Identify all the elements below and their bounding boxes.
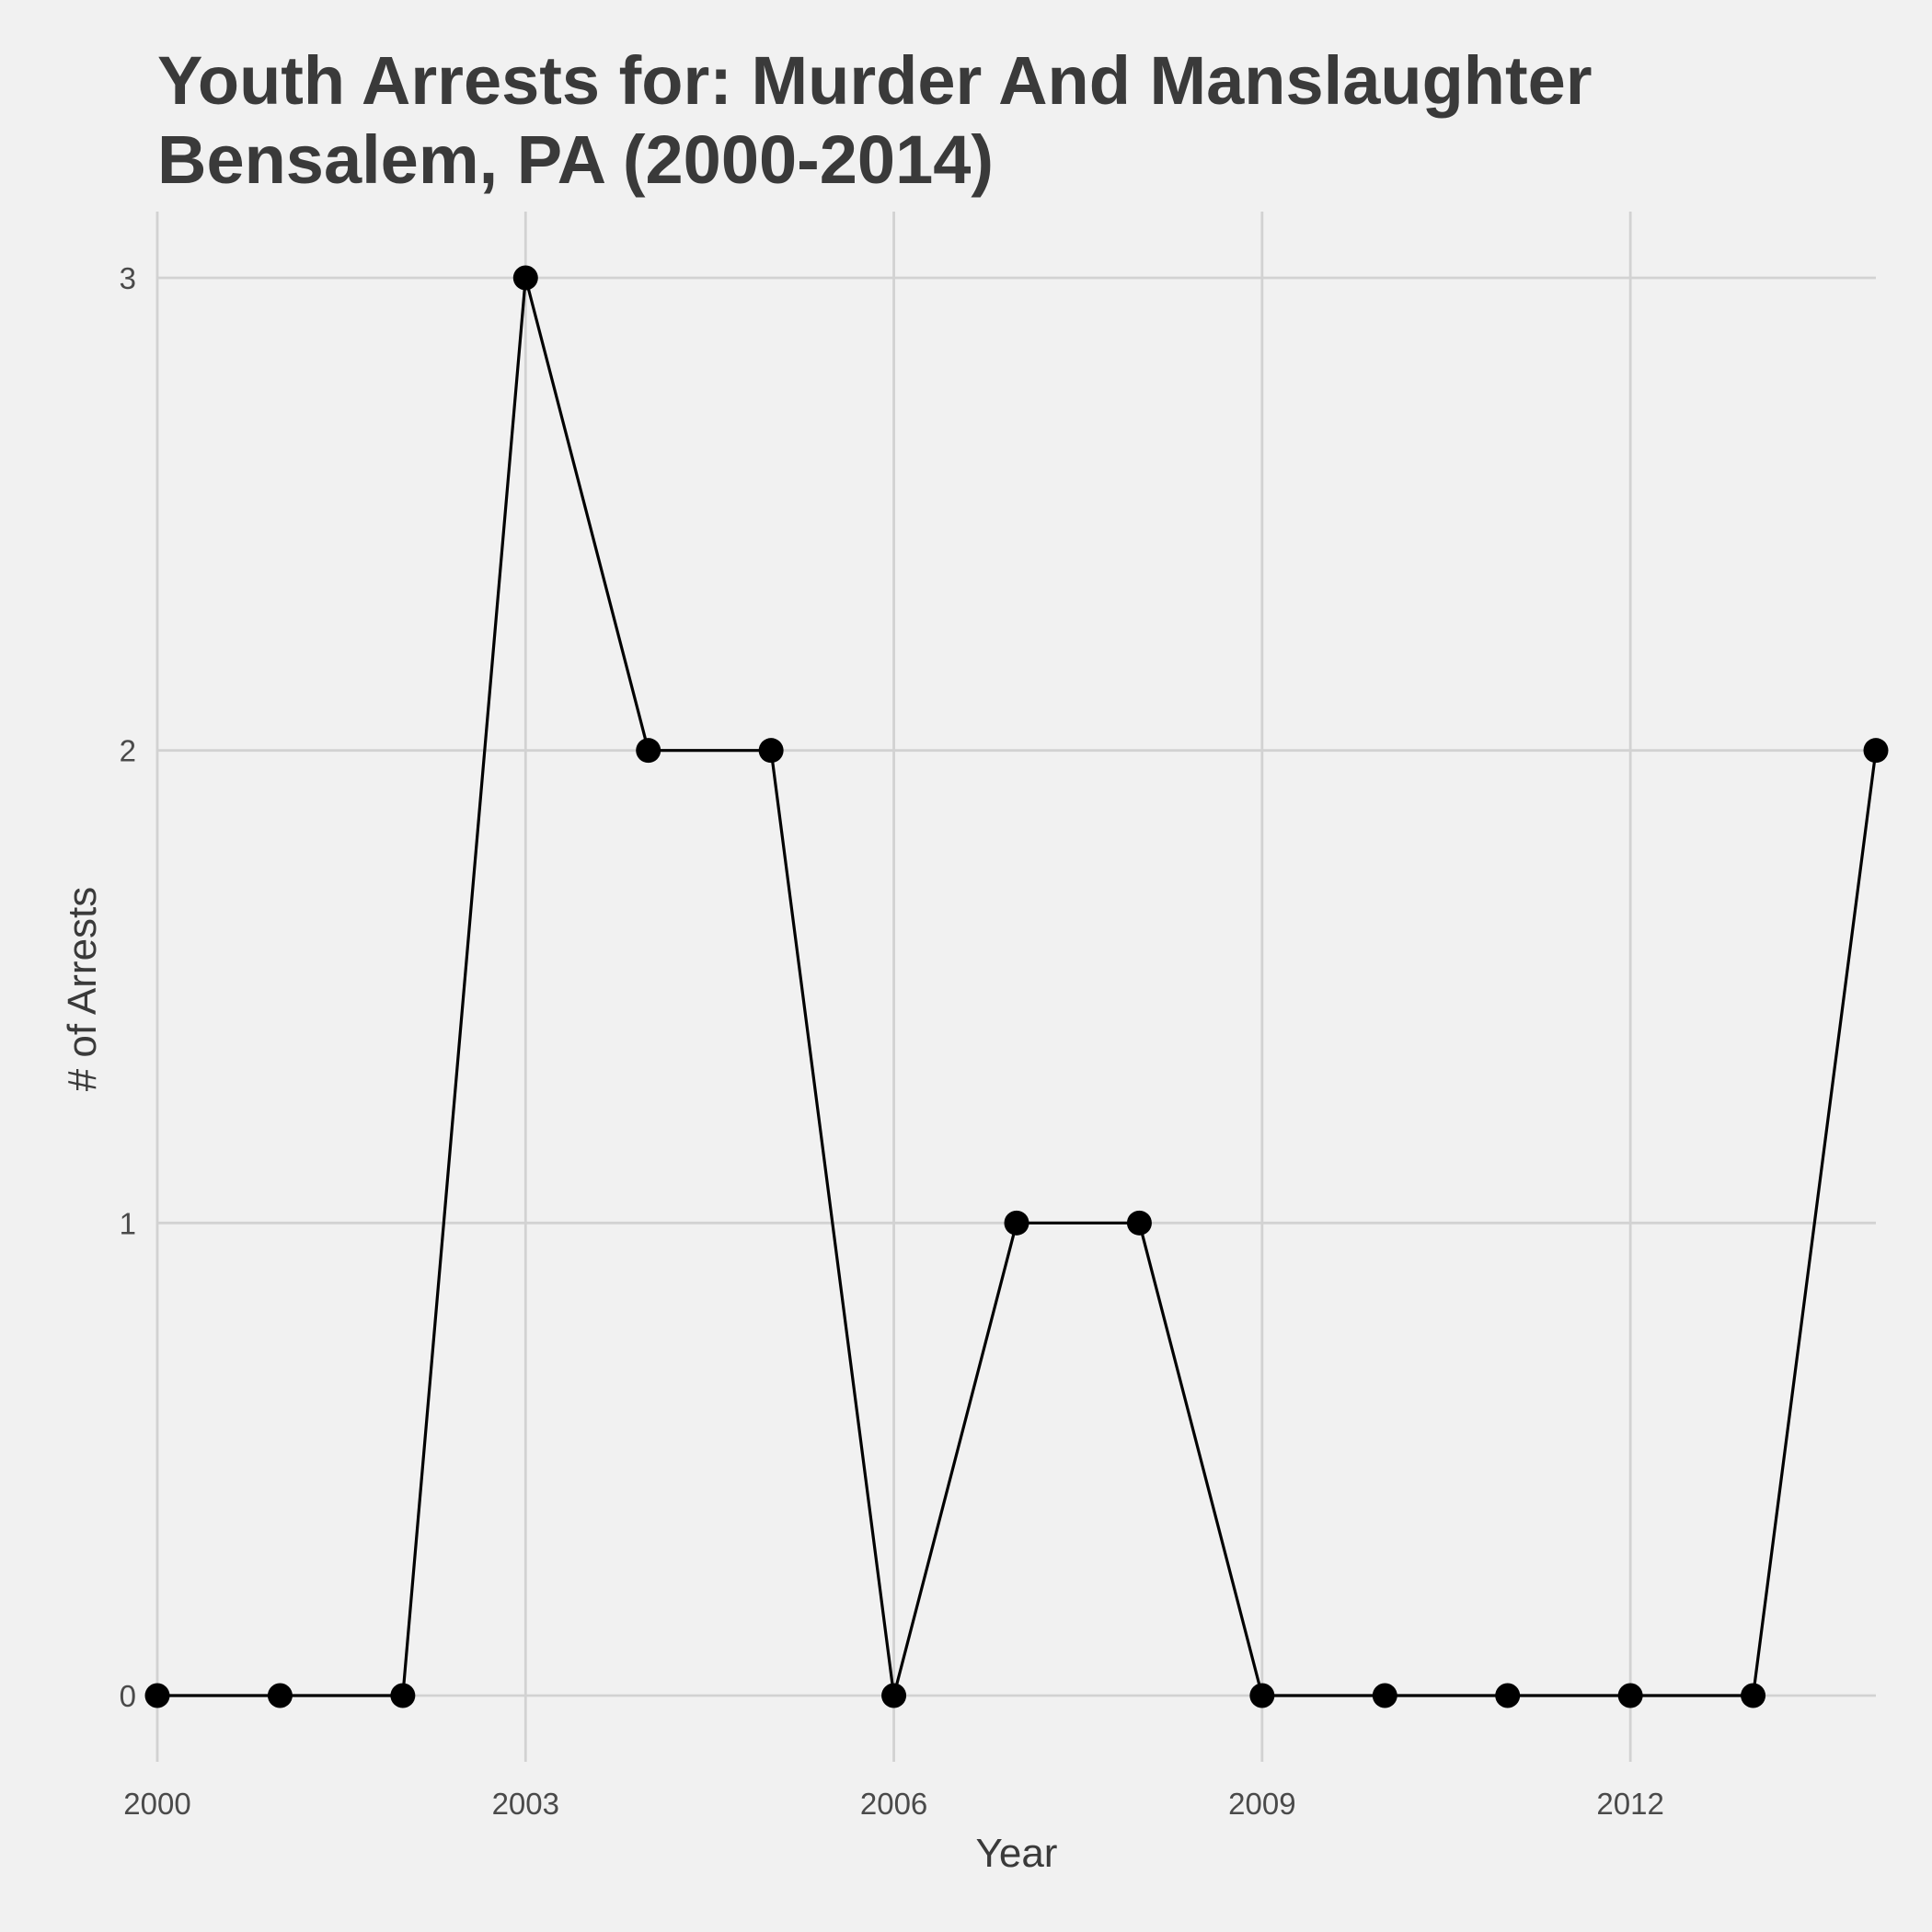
x-axis-title: Year [976,1831,1058,1876]
x-tick-label: 2012 [1596,1787,1663,1821]
data-point [881,1683,907,1708]
series-layer [144,265,1889,1708]
data-point [1617,1683,1643,1708]
y-axis-title: # of Arrests [60,887,105,1092]
y-tick-label: 1 [120,1206,136,1240]
data-point [512,265,538,291]
data-point [636,738,661,764]
data-point [1249,1683,1275,1708]
x-axis-ticks: 2000 2003 2006 2009 2012 [123,1787,1664,1821]
data-point [267,1683,293,1708]
data-point [390,1683,416,1708]
data-point [1004,1210,1029,1236]
x-tick-label: 2000 [123,1787,190,1821]
y-tick-label: 0 [120,1679,136,1713]
y-axis-ticks: 0 1 2 3 [120,261,136,1713]
data-point [758,738,784,764]
data-point [1863,738,1889,764]
chart-subtitle: Bensalem, PA (2000-2014) [157,121,994,198]
x-tick-label: 2003 [492,1787,559,1821]
data-point [144,1683,170,1708]
chart-title: Youth Arrests for: Murder And Manslaught… [157,42,1593,119]
data-point [1741,1683,1766,1708]
x-tick-label: 2006 [860,1787,927,1821]
data-point [1126,1210,1152,1236]
data-point [1372,1683,1397,1708]
y-tick-label: 2 [120,734,136,768]
y-tick-label: 3 [120,261,136,295]
x-tick-label: 2009 [1228,1787,1295,1821]
data-point [1495,1683,1521,1708]
